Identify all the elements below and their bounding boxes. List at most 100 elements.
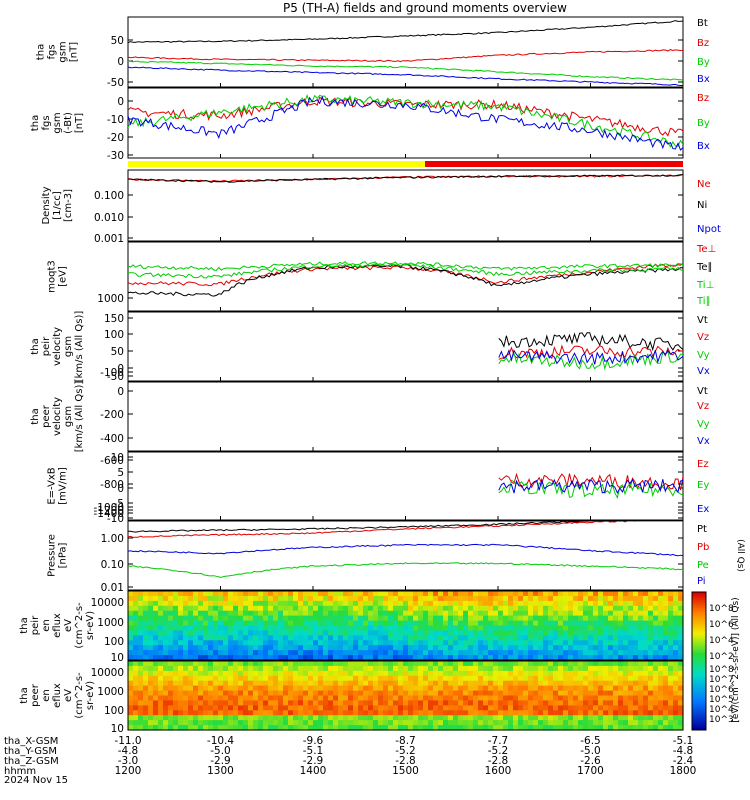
spectro-cell bbox=[178, 600, 184, 607]
spectro-cell bbox=[208, 595, 214, 602]
spectro-cell bbox=[433, 720, 439, 726]
spectro-cell bbox=[343, 720, 349, 726]
spectro-cell bbox=[158, 720, 164, 726]
spectro-cell bbox=[673, 700, 679, 706]
spectro-cell bbox=[263, 655, 269, 661]
spectro-cell bbox=[393, 620, 399, 627]
spectro-cell bbox=[673, 710, 679, 716]
spectro-cell bbox=[583, 610, 589, 617]
spectro-cell bbox=[223, 615, 229, 622]
spectro-cell bbox=[453, 591, 459, 597]
spectro-cell bbox=[513, 620, 519, 627]
spectro-cell bbox=[318, 695, 324, 701]
spectro-cell bbox=[483, 725, 489, 731]
spectro-cell bbox=[443, 635, 449, 641]
spectro-cell bbox=[563, 645, 569, 651]
spectro-cell bbox=[538, 720, 544, 726]
spectro-cell bbox=[528, 720, 534, 726]
spectro-cell bbox=[493, 640, 499, 646]
spectro-cell bbox=[258, 591, 264, 597]
spectro-cell bbox=[218, 700, 224, 706]
colorbar-swatch bbox=[692, 712, 706, 715]
spectro-cell bbox=[328, 610, 334, 617]
spectro-cell bbox=[233, 591, 239, 597]
spectro-cell bbox=[263, 720, 269, 726]
spectro-cell bbox=[533, 650, 539, 656]
spectro-cell bbox=[563, 695, 569, 701]
spectro-cell bbox=[558, 595, 564, 602]
spectro-cell bbox=[553, 650, 559, 656]
spectro-cell bbox=[603, 705, 609, 711]
spectro-cell bbox=[283, 620, 289, 627]
spectro-cell bbox=[268, 675, 274, 682]
spectro-cell bbox=[243, 650, 249, 656]
spectro-cell bbox=[503, 630, 509, 636]
spectro-cell bbox=[148, 630, 154, 636]
spectro-cell bbox=[673, 630, 679, 636]
spectro-cell bbox=[308, 591, 314, 597]
spectro-cell bbox=[398, 645, 404, 651]
panel-frame-fgs_gsm bbox=[127, 87, 684, 159]
spectro-cell bbox=[583, 685, 589, 692]
spectro-cell bbox=[433, 715, 439, 721]
spectro-cell bbox=[203, 715, 209, 721]
spectro-cell bbox=[613, 661, 619, 667]
spectro-cell bbox=[223, 625, 229, 631]
spectro-cell bbox=[568, 591, 574, 597]
spectro-cell bbox=[443, 720, 449, 726]
spectro-cell bbox=[133, 605, 139, 612]
panels-layer: thafgsgsm[nT]500-50BtBzByBxthafgsgsm(-Bt… bbox=[19, 16, 745, 735]
spectro-cell bbox=[668, 720, 674, 726]
colorbar-tick: 10^7 bbox=[709, 675, 734, 685]
spectro-cell bbox=[143, 620, 149, 627]
ytick-label: 0.01 bbox=[101, 582, 124, 594]
spectro-cell bbox=[608, 640, 614, 646]
spectro-cell bbox=[603, 650, 609, 656]
spectro-cell bbox=[463, 595, 469, 602]
spectro-cell bbox=[623, 695, 629, 701]
spectro-cell bbox=[673, 705, 679, 711]
spectro-cell bbox=[198, 595, 204, 602]
spectro-cell bbox=[343, 591, 349, 597]
spectro-cell bbox=[428, 610, 434, 617]
ylabel-line: peer bbox=[30, 683, 41, 707]
spectro-cell bbox=[128, 670, 134, 677]
spectro-cell bbox=[393, 605, 399, 612]
spectro-cell bbox=[568, 675, 574, 682]
spectro-cell bbox=[568, 680, 574, 687]
spectro-cell bbox=[458, 665, 464, 672]
spectro-cell bbox=[523, 620, 529, 627]
spectro-cell bbox=[188, 680, 194, 687]
spectro-cell bbox=[213, 715, 219, 721]
spectro-cell bbox=[403, 655, 409, 661]
spectro-cell bbox=[388, 680, 394, 687]
ytick-label: -50 bbox=[107, 371, 124, 383]
ytick-label: 1000 bbox=[97, 617, 124, 629]
spectro-cell bbox=[503, 655, 509, 661]
spectro-cell bbox=[628, 625, 634, 631]
spectro-cell bbox=[233, 661, 239, 667]
spectro-cell bbox=[168, 605, 174, 612]
spectro-cell bbox=[473, 705, 479, 711]
colorbar-swatch bbox=[692, 649, 706, 652]
spectro-cell bbox=[528, 715, 534, 721]
spectro-cell bbox=[473, 665, 479, 672]
spectro-cell bbox=[288, 670, 294, 677]
spectro-cell bbox=[638, 670, 644, 677]
spectro-cell bbox=[258, 695, 264, 701]
spectro-cell bbox=[318, 655, 324, 661]
legend-Ez: Ez bbox=[697, 459, 709, 470]
spectro-cell bbox=[518, 720, 524, 726]
spectro-cell bbox=[543, 630, 549, 636]
spectro-cell bbox=[383, 591, 389, 597]
panel-density: Density[1/cc][cm-3] 0.1000.0100.001NeNiNp… bbox=[41, 169, 721, 245]
spectro-cell bbox=[628, 725, 634, 731]
footer-value: -5.1 bbox=[673, 735, 694, 747]
spectro-cell bbox=[353, 610, 359, 617]
spectro-cell bbox=[663, 680, 669, 687]
spectro-cell bbox=[248, 680, 254, 687]
spectro-cell bbox=[653, 705, 659, 711]
spectro-cell bbox=[618, 725, 624, 731]
spectro-cell bbox=[413, 670, 419, 677]
spectro-cell bbox=[503, 640, 509, 646]
